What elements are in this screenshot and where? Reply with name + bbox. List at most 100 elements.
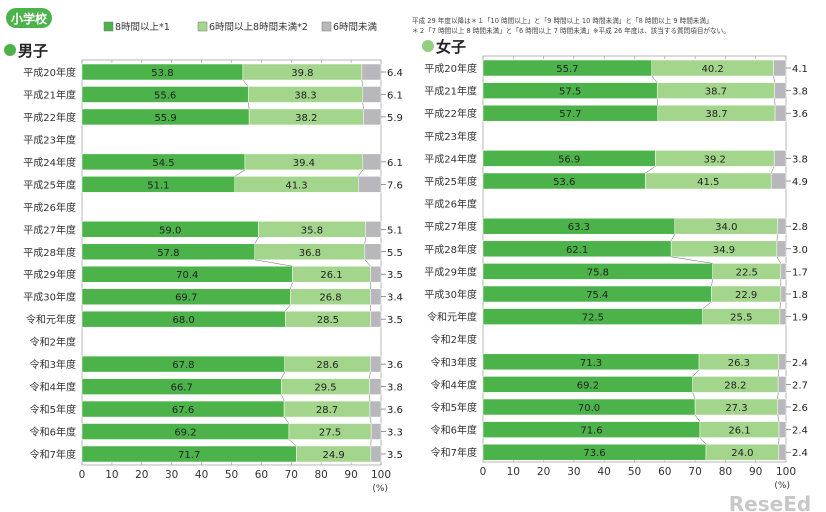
category-label: 平成30年度	[23, 291, 76, 304]
data-label-under-6h: 3.5	[387, 315, 403, 326]
bar-under-6h	[774, 82, 787, 99]
data-label-6to8h: 41.3	[285, 180, 307, 191]
x-tick-label: 30	[165, 469, 178, 481]
bar-under-6h	[773, 59, 787, 77]
data-label-under-6h: 5.5	[387, 248, 403, 259]
connector-line	[773, 75, 775, 83]
data-label-under-6h: 3.8	[387, 383, 403, 394]
connector-line	[285, 304, 291, 312]
bar-under-6h	[778, 421, 787, 438]
bar-under-6h	[773, 150, 787, 167]
category-label: 令和7年度	[431, 446, 477, 459]
bar-under-6h	[363, 108, 382, 126]
category-label: 平成26年度	[424, 198, 477, 211]
bar-under-6h	[370, 445, 382, 463]
data-label-8h-plus: 53.6	[553, 177, 575, 188]
watermark-logo: ReseEd	[729, 492, 811, 512]
connector-line	[777, 414, 780, 422]
category-label: 令和6年度	[431, 424, 477, 437]
category-label: 令和元年度	[26, 313, 76, 326]
data-label-6to8h: 25.5	[730, 313, 752, 324]
data-label-8h-plus: 56.9	[558, 154, 580, 165]
data-label-8h-plus: 53.8	[151, 68, 173, 79]
legend-label-2: 6時間以上8時間未満*2	[209, 21, 308, 33]
school-badge	[6, 8, 52, 28]
data-label-under-6h: 3.6	[387, 360, 403, 371]
category-label: 平成23年度	[424, 130, 477, 143]
category-label: 平成25年度	[424, 175, 477, 188]
category-label: 令和4年度	[431, 378, 477, 391]
x-tick-label: 30	[567, 466, 580, 478]
data-label-under-6h: 7.6	[387, 180, 403, 191]
data-label-8h-plus: 69.2	[174, 428, 196, 439]
data-label-8h-plus: 69.7	[175, 293, 197, 304]
data-label-6to8h: 35.8	[301, 225, 323, 236]
connector-line	[651, 75, 658, 83]
bar-under-6h	[370, 423, 382, 440]
data-label-8h-plus: 54.5	[152, 158, 174, 169]
bar-under-6h	[369, 400, 382, 418]
data-label-6to8h: 28.7	[316, 405, 338, 416]
x-tick-label: 60	[255, 469, 268, 481]
bar-under-6h	[770, 172, 787, 190]
footnote-1: 平成 29 年度以降は＊１「10 時間以上」と「9 時間以上 10 時間未満」と…	[412, 16, 713, 25]
data-label-under-6h: 1.7	[792, 267, 808, 278]
data-label-6to8h: 38.7	[705, 109, 727, 120]
data-label-under-6h: 5.9	[387, 113, 403, 124]
data-label-6to8h: 24.9	[322, 450, 344, 461]
data-label-6to8h: 38.2	[295, 113, 317, 124]
x-tick-label: 0	[480, 466, 487, 478]
bar-under-6h	[780, 263, 787, 280]
bar-under-6h	[369, 355, 382, 373]
bar-under-6h	[362, 86, 382, 103]
bar-under-6h	[361, 63, 382, 81]
category-label: 令和5年度	[431, 401, 477, 414]
data-label-8h-plus: 70.4	[176, 270, 198, 281]
x-tick-label: 60	[658, 466, 671, 478]
connector-line	[645, 166, 656, 174]
data-label-8h-plus: 57.8	[157, 248, 179, 259]
x-tick-label: 100	[371, 469, 391, 481]
data-label-8h-plus: 68.0	[173, 315, 195, 326]
data-label-8h-plus: 72.5	[582, 313, 604, 324]
data-label-under-6h: 4.9	[792, 177, 808, 188]
x-tick-label: 40	[598, 466, 611, 478]
x-tick-label: 90	[749, 466, 762, 478]
x-tick-label: 50	[628, 466, 641, 478]
bar-under-6h	[776, 240, 787, 258]
data-label-6to8h: 26.3	[728, 358, 750, 369]
bar-under-6h	[780, 285, 787, 303]
data-label-8h-plus: 67.6	[172, 405, 194, 416]
x-tick-label: 40	[195, 469, 208, 481]
data-label-8h-plus: 70.0	[578, 403, 600, 414]
data-label-8h-plus: 71.6	[580, 426, 602, 437]
chart-title: 女子	[436, 38, 466, 56]
data-label-6to8h: 39.4	[293, 158, 315, 169]
x-tick-label: 70	[688, 466, 701, 478]
category-label: 平成29年度	[424, 265, 477, 278]
connector-line	[288, 439, 297, 447]
category-label: 平成20年度	[23, 66, 76, 79]
bar-under-6h	[362, 153, 382, 171]
school-badge-label: 小学校	[11, 11, 48, 26]
data-label-8h-plus: 69.2	[577, 380, 599, 391]
bar-under-6h	[777, 217, 787, 235]
data-label-6to8h: 26.8	[319, 293, 341, 304]
data-label-6to8h: 40.2	[702, 64, 724, 75]
data-label-8h-plus: 55.6	[154, 90, 176, 101]
category-label: 平成21年度	[23, 88, 76, 101]
data-label-under-6h: 3.6	[387, 405, 403, 416]
data-label-8h-plus: 73.6	[583, 448, 605, 459]
connector-line	[254, 259, 293, 267]
connector-line	[362, 102, 364, 109]
category-label: 平成30年度	[424, 288, 477, 301]
bar-under-6h	[778, 443, 787, 461]
connector-line	[290, 282, 293, 289]
connector-line	[283, 416, 290, 424]
category-label: 平成20年度	[424, 62, 477, 75]
data-label-under-6h: 2.4	[792, 448, 808, 459]
data-label-6to8h: 24.0	[731, 448, 753, 459]
data-label-6to8h: 39.2	[704, 154, 726, 165]
data-label-6to8h: 28.2	[724, 380, 746, 391]
bar-under-6h	[774, 104, 787, 122]
